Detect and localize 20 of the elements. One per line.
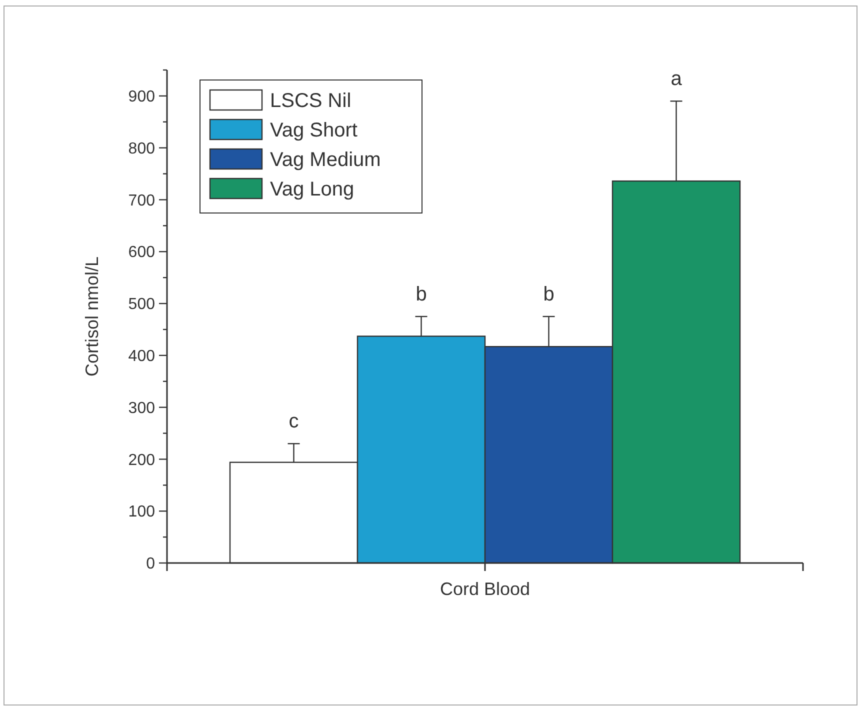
annotation: b bbox=[543, 284, 554, 306]
y-tick-label: 100 bbox=[128, 504, 156, 521]
y-tick-label: 0 bbox=[146, 556, 156, 573]
y-tick-label: 800 bbox=[128, 140, 156, 158]
y-tick-label: 300 bbox=[128, 400, 156, 417]
legend-label: LSCS Nil bbox=[270, 90, 352, 112]
annotation: a bbox=[670, 68, 683, 90]
y-tick-label: 200 bbox=[128, 452, 156, 469]
x-tick-label: Cord Blood bbox=[440, 579, 530, 599]
y-tick-label: 700 bbox=[128, 192, 156, 210]
y-tick-label: 600 bbox=[128, 244, 156, 262]
legend-label: Vag Short bbox=[270, 120, 358, 142]
y-tick-label: 900 bbox=[128, 88, 156, 106]
y-tick-label: 500 bbox=[128, 296, 156, 314]
legend-label: Vag Long bbox=[270, 178, 354, 200]
legend-label: Vag Medium bbox=[270, 149, 381, 171]
y-axis-title: Cortisol nmol/L bbox=[82, 256, 102, 377]
annotation: b bbox=[416, 284, 427, 306]
y-tick-label: 400 bbox=[128, 348, 156, 366]
annotation: c bbox=[288, 410, 299, 433]
